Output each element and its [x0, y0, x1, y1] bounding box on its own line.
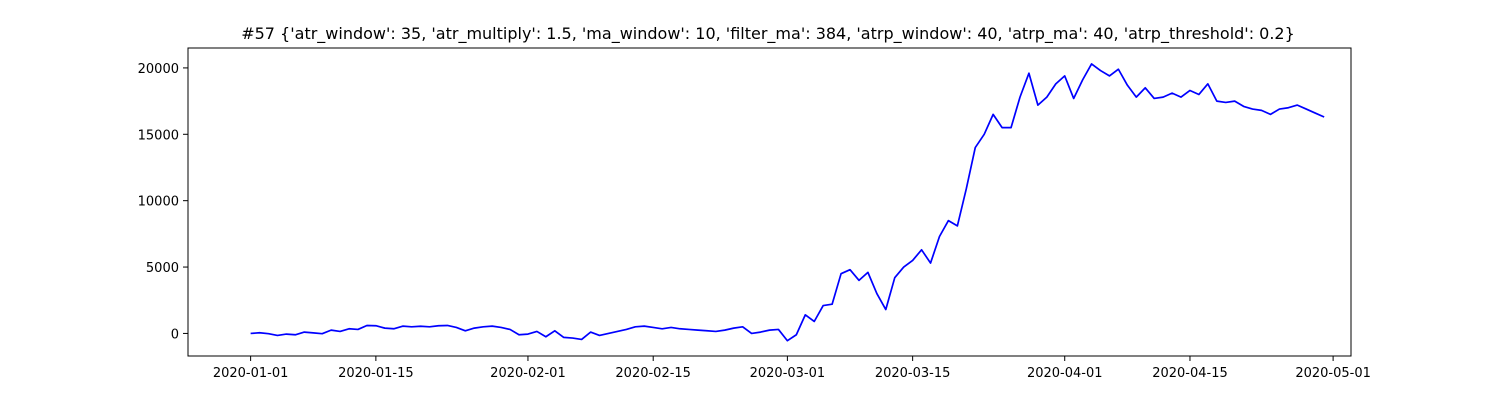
y-tick-label: 10000	[138, 195, 179, 210]
x-tick-label: 2020-05-01	[1295, 366, 1371, 381]
x-tick-label: 2020-02-15	[615, 366, 691, 381]
series-line-0	[250, 63, 1325, 342]
x-tick-label: 2020-01-15	[338, 366, 414, 381]
x-tick-label: 2020-03-01	[750, 366, 826, 381]
y-tick-label: 15000	[138, 128, 179, 143]
plot-area	[250, 63, 1325, 342]
y-tick-label: 5000	[146, 261, 179, 276]
y-tick-label: 20000	[138, 62, 179, 77]
x-tick-label: 2020-01-01	[213, 366, 289, 381]
x-tick-label: 2020-04-01	[1027, 366, 1103, 381]
x-axis: 2020-01-01 2020-01-15 2020-02-01 2020-02-15…	[213, 356, 1371, 381]
chart-title: #57 {'atr_window': 35, 'atr_multiply': 1…	[241, 24, 1295, 44]
y-axis: 0 5000 10000 15000 20000	[138, 62, 188, 342]
y-tick-label: 0	[171, 327, 179, 342]
plot-frame	[187, 47, 1352, 357]
x-tick-label: 2020-02-01	[490, 366, 566, 381]
x-tick-label: 2020-03-15	[875, 366, 951, 381]
x-tick-label: 2020-04-15	[1152, 366, 1228, 381]
